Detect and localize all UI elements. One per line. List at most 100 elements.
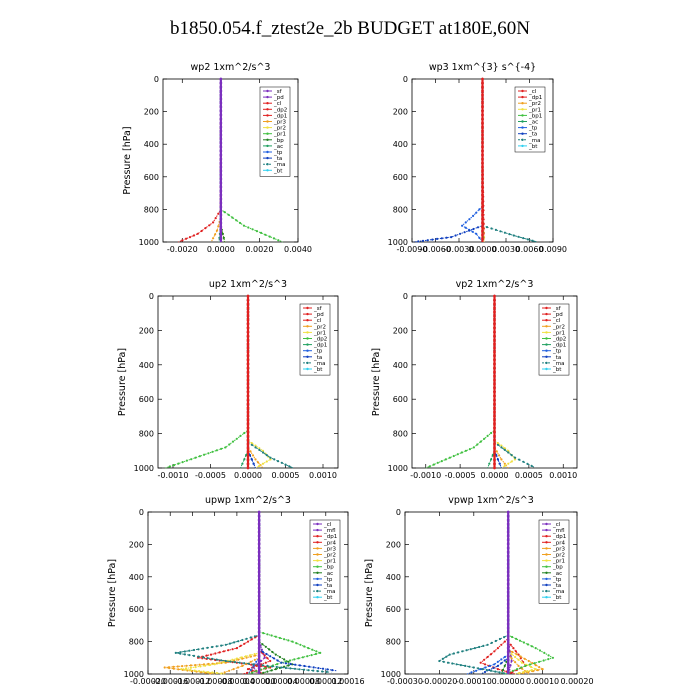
series-point xyxy=(190,458,193,461)
series-point xyxy=(519,657,522,660)
series-point xyxy=(495,450,498,453)
series-point xyxy=(493,410,496,414)
series-point xyxy=(506,658,510,662)
series-point xyxy=(493,366,496,370)
series-point xyxy=(481,81,484,85)
series-point xyxy=(493,663,496,666)
x-tick-label: 0.0005 xyxy=(272,471,300,480)
y-tick-label: 600 xyxy=(393,173,408,182)
series-point xyxy=(547,654,550,657)
series-point xyxy=(506,546,510,550)
series-point xyxy=(215,449,218,452)
y-axis-label: Pressure [hPa] xyxy=(122,126,133,194)
series-point xyxy=(534,647,537,650)
series-point xyxy=(257,646,261,650)
series-point xyxy=(278,636,281,640)
series-point xyxy=(257,558,261,562)
series-point xyxy=(530,669,533,672)
series-point xyxy=(500,658,503,661)
figure-title: b1850.054.f_ztest2e_2b BUDGET at180E,60N xyxy=(169,18,531,39)
series-point xyxy=(477,667,480,670)
series-line xyxy=(413,79,483,243)
legend-marker xyxy=(316,541,319,544)
series-point xyxy=(321,667,325,670)
legend-label: _ta xyxy=(528,132,537,138)
plot-frame xyxy=(404,511,578,675)
legend-marker xyxy=(266,89,269,93)
series-point xyxy=(472,214,475,217)
series-point xyxy=(456,453,459,456)
series-point xyxy=(215,645,218,648)
series-point xyxy=(512,234,515,237)
series-point xyxy=(257,634,261,638)
series-point xyxy=(481,145,484,149)
series-point xyxy=(514,456,517,459)
legend-marker xyxy=(306,319,309,322)
legend-label: _ta xyxy=(552,583,561,589)
series-point xyxy=(219,89,223,93)
series-point xyxy=(481,209,484,213)
series-point xyxy=(498,454,501,457)
series-point xyxy=(500,444,503,447)
series-point xyxy=(436,461,439,464)
series-point xyxy=(288,465,291,468)
series-point xyxy=(192,648,196,652)
series-point xyxy=(245,637,248,640)
legend: _sf_pd_cl_dp2_dp1_pr3_pr2_pr1_bp_ac_tp_t… xyxy=(259,86,291,177)
series-point xyxy=(238,661,241,664)
series-point xyxy=(512,647,515,650)
legend-label: _pr1 xyxy=(313,330,326,336)
x-tick-label: 0.0000 xyxy=(481,471,509,480)
legend-marker xyxy=(316,583,319,587)
series-point xyxy=(478,645,481,649)
series-point xyxy=(257,650,261,654)
legend-marker xyxy=(545,355,548,358)
series-point xyxy=(254,444,257,447)
y-axis-label: Pressure [hPa] xyxy=(117,348,128,416)
series-point xyxy=(265,460,268,463)
y-tick-label: 600 xyxy=(144,173,159,182)
series-point xyxy=(246,334,250,338)
series-point xyxy=(257,630,261,634)
legend-label: _pr2 xyxy=(323,553,336,559)
series-point xyxy=(460,451,463,454)
series-point xyxy=(183,650,186,653)
series-point xyxy=(255,230,258,233)
series-point xyxy=(249,654,252,657)
series-point xyxy=(185,237,188,240)
legend-label: _pr1 xyxy=(273,132,286,138)
series-point xyxy=(506,578,510,582)
legend-marker xyxy=(266,156,269,160)
series-point xyxy=(441,657,444,661)
series-point xyxy=(250,443,253,446)
series-point xyxy=(503,655,506,659)
series-point xyxy=(249,450,252,453)
series-point xyxy=(493,370,496,374)
series-point xyxy=(189,669,192,672)
series-point xyxy=(219,93,223,97)
y-tick-label: 400 xyxy=(139,361,154,370)
series-point xyxy=(196,232,199,235)
series-point xyxy=(481,169,484,173)
legend-label: _ma xyxy=(273,162,285,168)
legend-marker xyxy=(545,312,548,316)
series-point xyxy=(252,663,255,666)
legend-label: _pr4 xyxy=(552,540,566,546)
series-point xyxy=(493,390,496,394)
series-point xyxy=(224,659,227,663)
x-tick-label: -0.00004 xyxy=(219,677,255,686)
series-point xyxy=(440,237,443,240)
series-point xyxy=(510,460,513,463)
series-point xyxy=(240,656,243,659)
series-point xyxy=(506,538,510,542)
y-axis-label: Pressure [hPa] xyxy=(371,348,382,416)
legend-label: _cl xyxy=(273,101,282,107)
series-point xyxy=(189,666,192,669)
legend-marker xyxy=(521,102,524,105)
legend-label: _bt xyxy=(273,168,283,174)
series-point xyxy=(331,669,334,672)
series-point xyxy=(219,197,223,201)
series-point xyxy=(257,618,261,622)
legend-marker xyxy=(545,522,548,526)
series-point xyxy=(219,149,223,153)
